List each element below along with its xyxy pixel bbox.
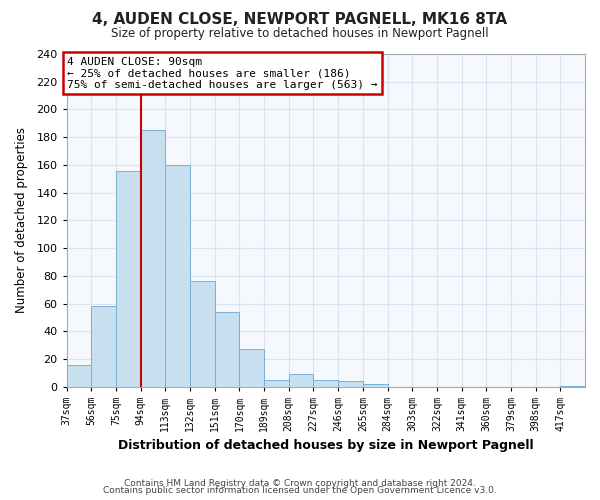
Bar (363, 384, 388, 387)
Text: Contains HM Land Registry data © Crown copyright and database right 2024.: Contains HM Land Registry data © Crown c… (124, 478, 476, 488)
Bar (338, 382, 363, 387)
Bar (166, 165, 190, 387)
Bar (67, 364, 91, 387)
Bar (140, 130, 166, 387)
Bar (289, 374, 313, 387)
Bar (239, 350, 264, 387)
Bar (215, 312, 239, 387)
Text: 4 AUDEN CLOSE: 90sqm
← 25% of detached houses are smaller (186)
75% of semi-deta: 4 AUDEN CLOSE: 90sqm ← 25% of detached h… (67, 57, 378, 90)
Bar (91, 306, 116, 387)
Bar (264, 380, 289, 387)
Y-axis label: Number of detached properties: Number of detached properties (15, 128, 28, 314)
Text: Size of property relative to detached houses in Newport Pagnell: Size of property relative to detached ho… (111, 28, 489, 40)
Text: 4, AUDEN CLOSE, NEWPORT PAGNELL, MK16 8TA: 4, AUDEN CLOSE, NEWPORT PAGNELL, MK16 8T… (92, 12, 508, 28)
Text: Contains public sector information licensed under the Open Government Licence v3: Contains public sector information licen… (103, 486, 497, 495)
Bar (190, 282, 215, 387)
Bar (560, 386, 585, 387)
Bar (313, 380, 338, 387)
Bar (116, 170, 140, 387)
X-axis label: Distribution of detached houses by size in Newport Pagnell: Distribution of detached houses by size … (118, 440, 533, 452)
